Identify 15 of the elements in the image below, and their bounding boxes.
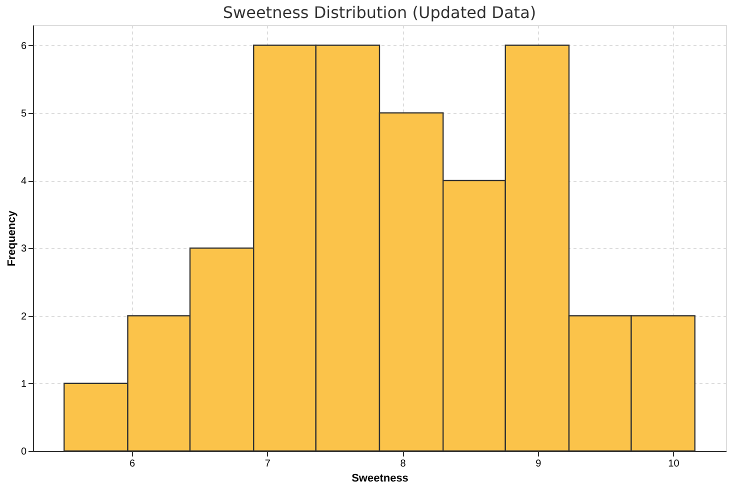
y-tick-label: 3 <box>20 244 27 255</box>
y-tick-label: 2 <box>20 311 27 322</box>
y-tick-label: 0 <box>20 446 27 458</box>
x-tick-label: 6 <box>130 458 136 470</box>
x-tick-label: 7 <box>264 458 271 470</box>
x-tick-label: 10 <box>668 458 680 470</box>
y-tick-label: 1 <box>20 378 27 390</box>
chart-title: Sweetness Distribution (Updated Data) <box>222 3 536 22</box>
y-tick-label: 4 <box>20 176 27 188</box>
x-axis-title: Sweetness <box>352 472 408 484</box>
x-tick-label: 8 <box>400 458 406 470</box>
y-tick-label: 6 <box>20 40 27 52</box>
x-tick-label: 9 <box>536 458 542 470</box>
y-axis-title: Frequency <box>6 210 18 266</box>
y-tick-label: 5 <box>20 108 27 120</box>
